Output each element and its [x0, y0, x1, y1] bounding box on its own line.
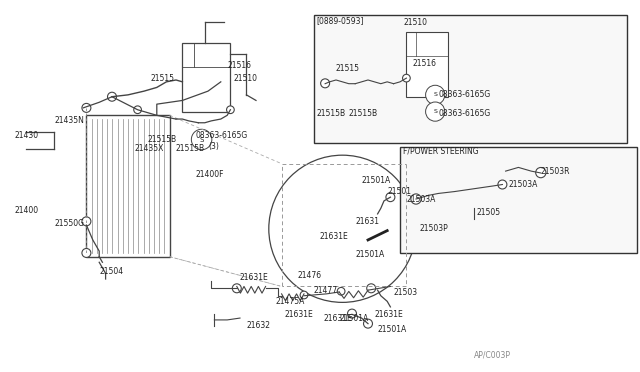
Text: 21503P: 21503P [419, 224, 448, 233]
Circle shape [82, 217, 91, 226]
Text: 21516: 21516 [227, 61, 251, 70]
Text: 21435N: 21435N [54, 116, 84, 125]
Text: 08363-6165G: 08363-6165G [438, 90, 491, 99]
Text: 21501A: 21501A [355, 250, 385, 259]
Text: 21503A: 21503A [509, 180, 538, 189]
Text: 21515: 21515 [150, 74, 174, 83]
Text: (3): (3) [208, 142, 219, 151]
Text: 21515B: 21515B [317, 109, 346, 118]
Circle shape [82, 248, 91, 257]
Circle shape [348, 309, 356, 318]
Circle shape [227, 106, 234, 113]
Bar [314, 15, 627, 143]
Text: 21631: 21631 [355, 217, 380, 226]
Text: 21516: 21516 [413, 59, 437, 68]
Text: 21503R: 21503R [541, 167, 570, 176]
Circle shape [386, 193, 395, 202]
Circle shape [367, 284, 376, 293]
Text: 08363-6165G: 08363-6165G [195, 131, 248, 140]
Text: 21503: 21503 [394, 288, 418, 296]
Circle shape [403, 74, 410, 82]
Circle shape [191, 129, 212, 150]
Text: 21501A: 21501A [362, 176, 391, 185]
Circle shape [108, 92, 116, 101]
Circle shape [82, 103, 91, 112]
Text: 21501A: 21501A [339, 314, 369, 323]
Text: 21501: 21501 [387, 187, 412, 196]
Circle shape [426, 102, 445, 121]
Circle shape [337, 288, 345, 295]
Text: S: S [433, 92, 437, 97]
Text: 21632: 21632 [246, 321, 270, 330]
Text: [0889-0593]: [0889-0593] [317, 16, 364, 25]
Circle shape [536, 167, 546, 178]
Circle shape [364, 319, 372, 328]
Text: 21504: 21504 [99, 267, 124, 276]
Circle shape [426, 85, 445, 105]
Text: 21631E: 21631E [240, 273, 269, 282]
Text: S: S [433, 109, 437, 114]
Text: 21400: 21400 [14, 206, 38, 215]
Text: 21400F: 21400F [195, 170, 224, 179]
Text: 21631E: 21631E [374, 310, 403, 319]
Text: 21631E: 21631E [285, 310, 314, 319]
Circle shape [300, 291, 308, 299]
Text: 21503A: 21503A [406, 195, 436, 203]
Circle shape [269, 155, 416, 302]
Text: 21631E: 21631E [320, 232, 349, 241]
Bar [400, 147, 637, 253]
Text: 21515B: 21515B [349, 109, 378, 118]
Text: 21430: 21430 [14, 131, 38, 140]
Text: 21477: 21477 [314, 286, 338, 295]
Circle shape [321, 79, 330, 88]
Text: AP/C003P: AP/C003P [474, 351, 511, 360]
Bar [182, 43, 230, 112]
Bar [406, 32, 448, 97]
Text: 21476: 21476 [298, 271, 322, 280]
Bar [86, 115, 170, 257]
Text: 21631E: 21631E [323, 314, 352, 323]
Text: 21515B: 21515B [176, 144, 205, 153]
Text: 21515: 21515 [336, 64, 360, 73]
Circle shape [498, 180, 507, 189]
Text: S: S [200, 137, 204, 142]
Text: 21510: 21510 [234, 74, 258, 83]
Text: 21501A: 21501A [378, 325, 407, 334]
Text: 21475A: 21475A [275, 297, 305, 306]
Text: 21435X: 21435X [134, 144, 164, 153]
Circle shape [232, 284, 241, 293]
Text: 21550G: 21550G [54, 219, 84, 228]
Circle shape [134, 106, 141, 113]
Text: F/POWER STEERING: F/POWER STEERING [403, 146, 479, 155]
Text: 21505: 21505 [477, 208, 501, 217]
Circle shape [411, 194, 421, 204]
Text: 21515B: 21515B [147, 135, 177, 144]
Text: 08363-6165G: 08363-6165G [438, 109, 491, 118]
Text: 21510: 21510 [403, 18, 428, 27]
